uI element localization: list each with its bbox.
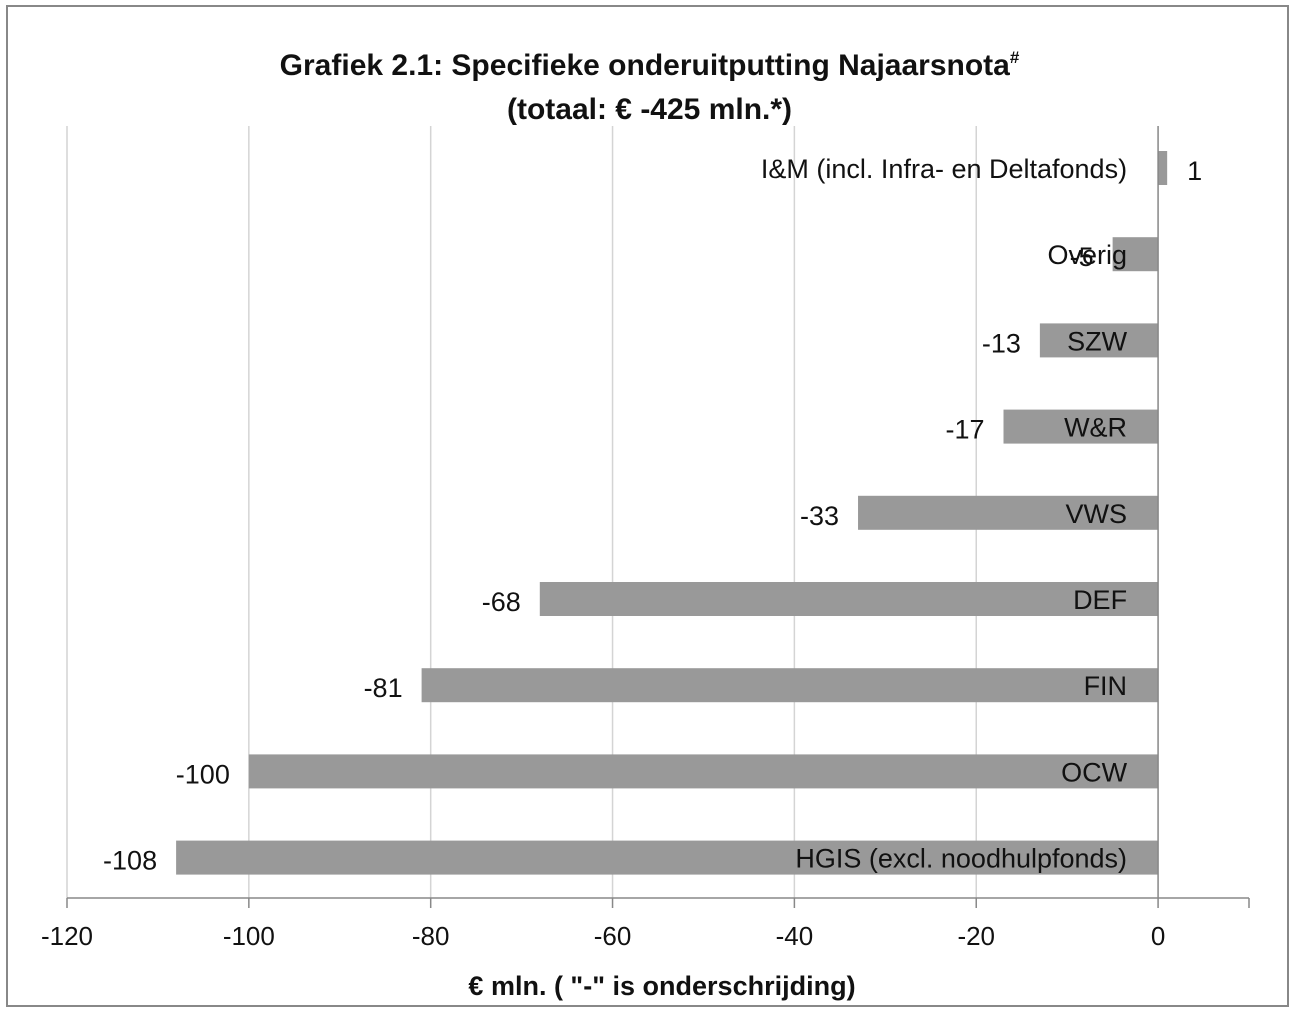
category-label: I&M (incl. Infra- en Deltafonds) (761, 154, 1127, 184)
bars (176, 151, 1168, 875)
chart-title: Grafiek 2.1: Specifieke onderuitputting … (0, 36, 1299, 132)
bar (176, 840, 1159, 875)
bar (1158, 151, 1168, 185)
chart-title-main: Grafiek 2.1: Specifieke onderuitputting … (279, 49, 1010, 82)
bar (1112, 237, 1159, 272)
bar (858, 495, 1159, 530)
category-label: OCW (1061, 757, 1128, 787)
category-label: FIN (1084, 671, 1128, 701)
data-label: -5 (1070, 242, 1094, 272)
x-tick-label: 0 (1151, 921, 1165, 951)
bar (1003, 409, 1159, 444)
category-label: Overig (1048, 240, 1128, 270)
category-label: VWS (1066, 499, 1128, 529)
data-label: 1 (1187, 156, 1202, 186)
x-axis-title: € mln. ( "-" is onderschrijding) (468, 971, 855, 1001)
data-label: -17 (945, 415, 984, 445)
x-tick-label: -80 (412, 921, 450, 951)
data-label: -100 (176, 759, 230, 789)
data-label: -108 (103, 846, 157, 876)
x-tick-label: -20 (957, 921, 995, 951)
category-label: DEF (1073, 585, 1127, 615)
data-label: -13 (982, 328, 1021, 358)
x-axis: -120 -100 -80 -60 -40 -20 0 (41, 126, 1250, 951)
data-label: -68 (482, 587, 521, 617)
bar (248, 754, 1159, 789)
x-tick-label: -40 (776, 921, 814, 951)
bar (1039, 323, 1159, 358)
chart-title-footnote-mark: # (1009, 48, 1020, 67)
category-label: W&R (1064, 413, 1127, 443)
x-tick-label: -120 (41, 921, 93, 951)
category-label: HGIS (excl. noodhulpfonds) (795, 844, 1127, 874)
chart-subtitle: (totaal: € -425 mln.*) (506, 93, 793, 126)
data-label: -33 (800, 501, 839, 531)
x-tick-label: -100 (223, 921, 275, 951)
bar (421, 668, 1159, 703)
category-label: SZW (1067, 326, 1128, 356)
x-tick-label: -60 (594, 921, 632, 951)
labels: I&M (incl. Infra- en Deltafonds) 1Overig-… (103, 154, 1202, 876)
bar (539, 582, 1159, 616)
data-label: -81 (364, 673, 403, 703)
